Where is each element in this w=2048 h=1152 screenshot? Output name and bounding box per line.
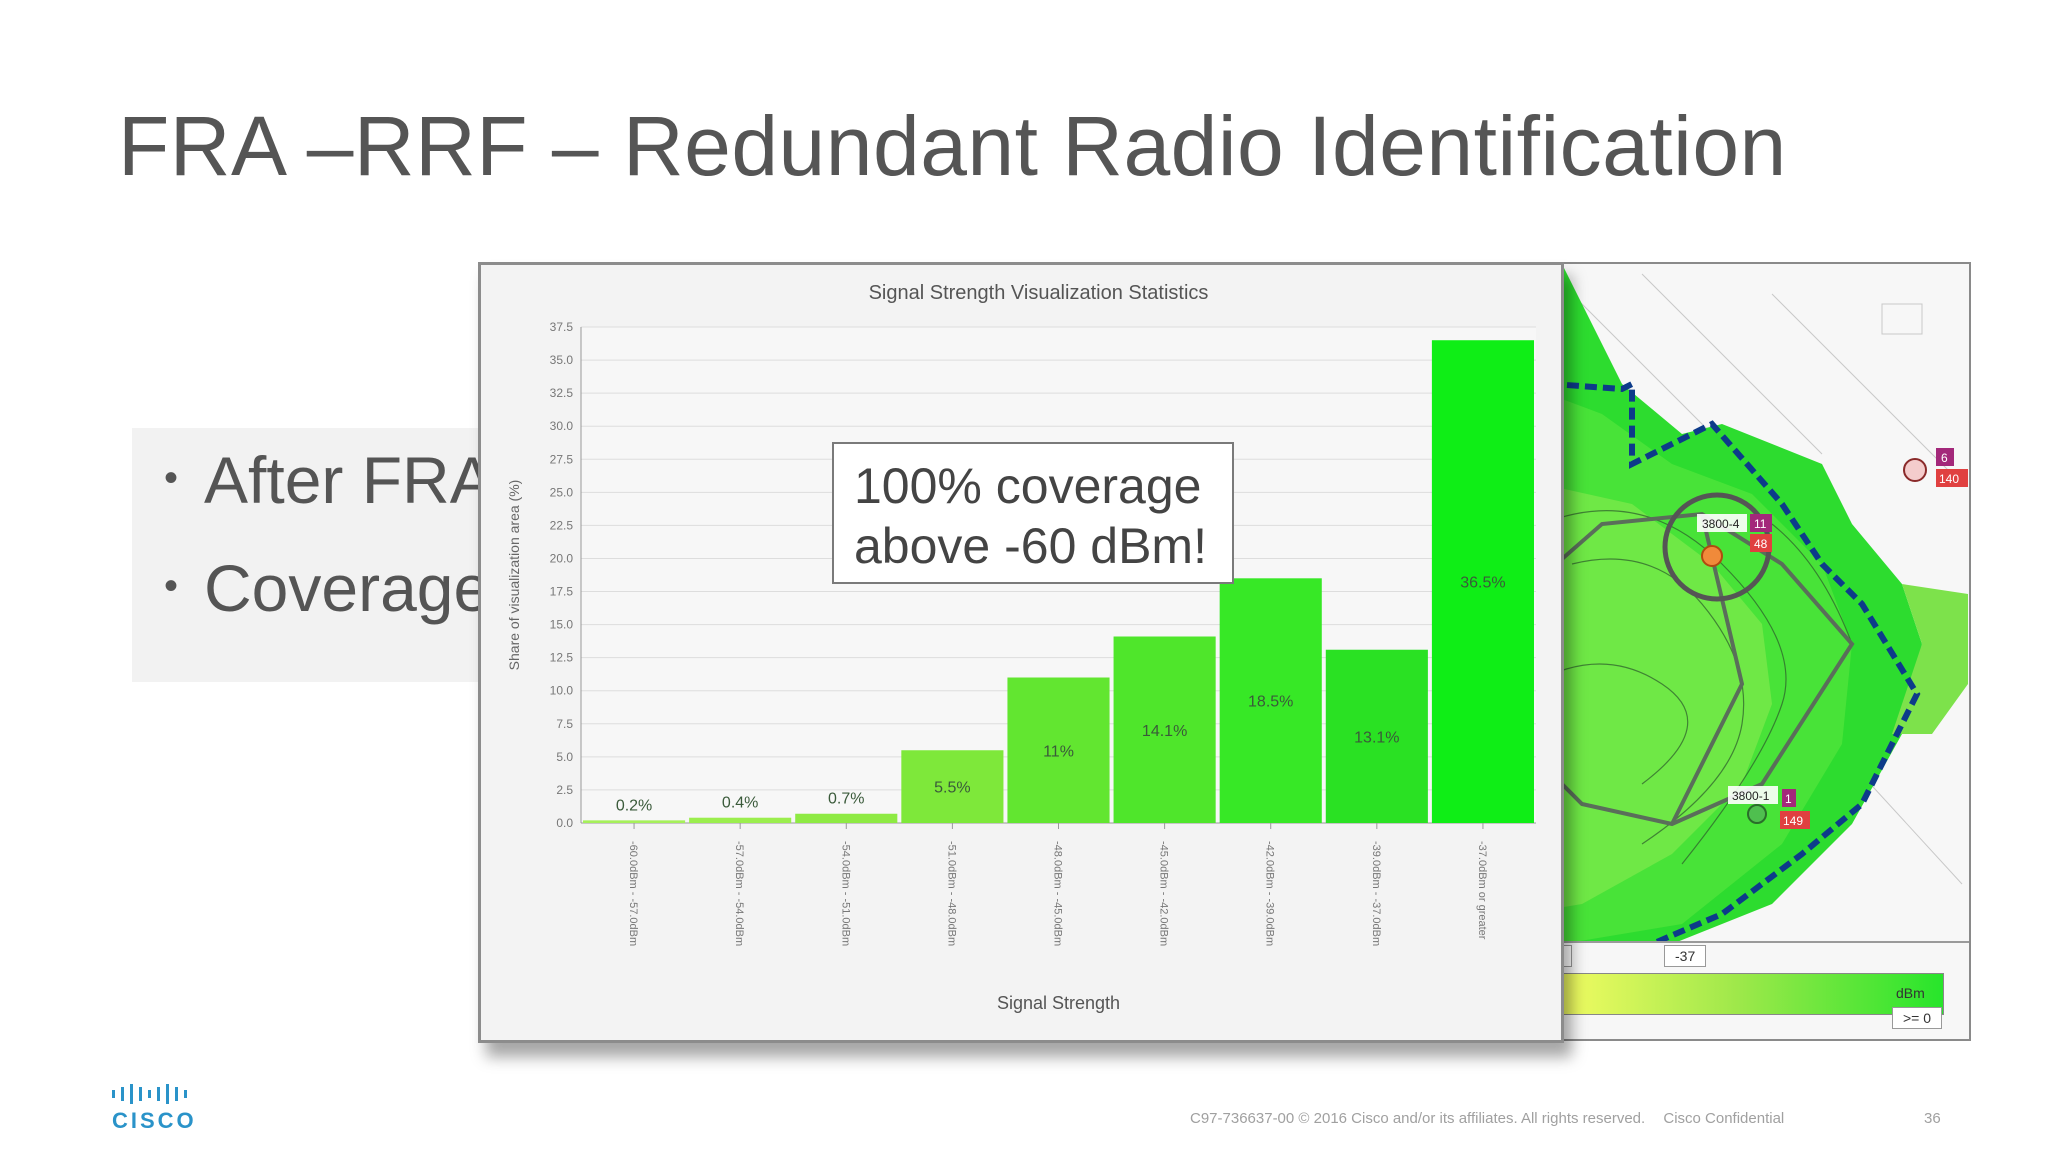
bullet-item: • Coverage bbox=[164, 550, 490, 626]
x-tick-label: -57.0dBm - -54.0dBm bbox=[733, 841, 745, 946]
footer-text: C97-736637-00 © 2016 Cisco and/or its af… bbox=[1190, 1110, 1798, 1127]
x-tick-label: -45.0dBm - -42.0dBm bbox=[1158, 841, 1170, 946]
footer-confidential: Cisco Confidential bbox=[1663, 1110, 1785, 1127]
cisco-logo: CISCO bbox=[112, 1082, 197, 1134]
y-tick-label: 35.0 bbox=[550, 353, 574, 367]
channel-badge bbox=[1936, 448, 1954, 466]
page-number: 36 bbox=[1924, 1110, 1941, 1127]
data-label: 0.4% bbox=[722, 795, 758, 812]
coverage-heatmap: 3800-4 3800-1 11 48 1 149 6 140 -65 -37 … bbox=[1520, 262, 1971, 1041]
bullet-text: After FRA bbox=[204, 443, 494, 517]
channel-badge bbox=[1780, 811, 1810, 829]
footer-copyright: C97-736637-00 © 2016 Cisco and/or its af… bbox=[1190, 1110, 1646, 1127]
bullet-dot-icon: • bbox=[164, 456, 179, 500]
scale-unit: dBm bbox=[1896, 985, 1925, 1001]
svg-text:48: 48 bbox=[1754, 537, 1768, 551]
svg-text:140: 140 bbox=[1939, 472, 1959, 486]
svg-text:6: 6 bbox=[1941, 451, 1948, 465]
svg-text:11: 11 bbox=[1754, 517, 1767, 531]
scale-label-max: >= 0 bbox=[1892, 1007, 1943, 1029]
slide-title: FRA –RRF – Redundant Radio Identificatio… bbox=[118, 99, 1787, 193]
bar bbox=[901, 750, 1004, 823]
channel-badge bbox=[1750, 534, 1772, 552]
svg-text:149: 149 bbox=[1783, 814, 1803, 828]
data-label: 0.7% bbox=[828, 791, 864, 808]
data-label: 36.5% bbox=[1460, 575, 1505, 592]
y-tick-label: 2.5 bbox=[556, 783, 573, 797]
channel-badge bbox=[1936, 469, 1968, 487]
x-tick-label: -48.0dBm - -45.0dBm bbox=[1052, 841, 1064, 946]
y-tick-label: 15.0 bbox=[550, 618, 574, 632]
ap-icon bbox=[1903, 458, 1927, 482]
bullet-item: • After FRA bbox=[164, 442, 494, 518]
logo-text: CISCO bbox=[112, 1108, 197, 1133]
x-tick-label: -42.0dBm - -39.0dBm bbox=[1264, 841, 1276, 946]
bar bbox=[583, 820, 686, 823]
bar bbox=[795, 813, 898, 823]
x-tick-label: -37.0dBm or greater bbox=[1476, 841, 1488, 940]
x-tick-label: -39.0dBm - -37.0dBm bbox=[1370, 841, 1382, 946]
y-tick-label: 32.5 bbox=[550, 386, 574, 400]
y-tick-label: 27.5 bbox=[550, 452, 574, 466]
bar bbox=[1325, 649, 1428, 823]
y-axis-label: Share of visualization area (%) bbox=[506, 480, 522, 671]
callout-line: 100% coverage bbox=[854, 458, 1202, 514]
chart-title: Signal Strength Visualization Statistics bbox=[869, 282, 1209, 304]
data-label: 5.5% bbox=[934, 780, 970, 797]
y-tick-label: 10.0 bbox=[550, 684, 574, 698]
bar bbox=[689, 817, 792, 823]
coverage-callout: 100% coverage above -60 dBm! bbox=[832, 442, 1234, 584]
y-tick-label: 7.5 bbox=[556, 717, 573, 731]
x-tick-label: -51.0dBm - -48.0dBm bbox=[945, 841, 957, 946]
ap-label: 3800-4 bbox=[1702, 517, 1740, 531]
y-tick-label: 20.0 bbox=[550, 551, 574, 565]
y-tick-label: 5.0 bbox=[556, 750, 573, 764]
y-tick-label: 37.5 bbox=[550, 320, 574, 334]
callout-line: above -60 dBm! bbox=[854, 518, 1207, 574]
bullet-dot-icon: • bbox=[164, 564, 179, 608]
y-tick-label: 0.0 bbox=[556, 816, 573, 830]
bar bbox=[1007, 677, 1110, 823]
x-tick-label: -60.0dBm - -57.0dBm bbox=[627, 841, 639, 946]
ap-label: 3800-1 bbox=[1732, 789, 1770, 803]
y-tick-label: 12.5 bbox=[550, 651, 574, 665]
bar-chart: Signal Strength Visualization Statistics… bbox=[506, 282, 1536, 1013]
x-tick-label: -54.0dBm - -51.0dBm bbox=[839, 841, 851, 946]
data-label: 18.5% bbox=[1248, 694, 1293, 711]
ap-icon bbox=[1747, 804, 1767, 824]
chart-window: Signal Strength Visualization Statistics… bbox=[478, 262, 1564, 1043]
bar bbox=[1431, 340, 1534, 823]
y-tick-label: 17.5 bbox=[550, 585, 574, 599]
ap-icon bbox=[1701, 545, 1723, 567]
bar bbox=[1219, 578, 1322, 823]
data-label: 14.1% bbox=[1142, 723, 1187, 740]
bullet-text: Coverage bbox=[204, 551, 491, 625]
channel-badge bbox=[1750, 514, 1772, 532]
x-axis-label: Signal Strength bbox=[997, 993, 1120, 1013]
scale-label-mid: -37 bbox=[1664, 945, 1707, 967]
data-label: 0.2% bbox=[616, 797, 652, 814]
bar bbox=[1113, 636, 1216, 823]
channel-badge bbox=[1782, 789, 1796, 807]
svg-text:1: 1 bbox=[1785, 792, 1792, 806]
heatmap-scale: -65 -37 dBm >= 0 bbox=[1522, 941, 1969, 1039]
y-tick-label: 22.5 bbox=[550, 518, 574, 532]
y-tick-label: 25.0 bbox=[550, 485, 574, 499]
y-tick-label: 30.0 bbox=[550, 419, 574, 433]
data-label: 11% bbox=[1043, 743, 1074, 760]
scale-gradient-bar bbox=[1532, 973, 1944, 1015]
logo-bars-icon bbox=[112, 1082, 197, 1106]
data-label: 13.1% bbox=[1354, 729, 1399, 746]
